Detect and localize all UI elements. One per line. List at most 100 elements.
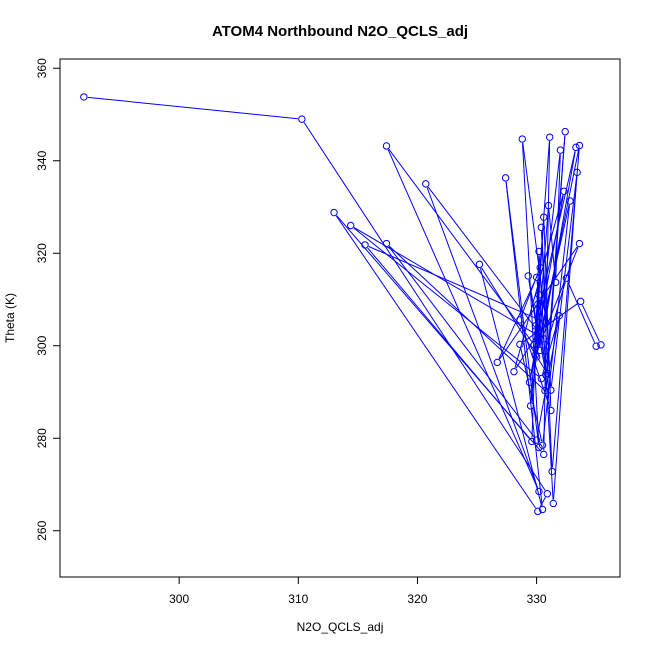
- data-point: [543, 369, 552, 378]
- series-line-segment: [367, 247, 530, 439]
- series-line-segment: [514, 194, 564, 368]
- series-line-segment: [353, 227, 541, 338]
- series-line-segment: [528, 279, 546, 372]
- data-point: [528, 437, 536, 446]
- data-point: [573, 168, 581, 177]
- data-point: [544, 201, 553, 210]
- series-lines: [87, 96, 600, 509]
- chart-title: ATOM4 Northbound N2O_QCLS_adj: [212, 23, 468, 40]
- y-tick-label: 280: [35, 428, 49, 448]
- series-line-segment: [520, 348, 543, 442]
- data-point: [510, 367, 518, 376]
- data-point: [534, 329, 542, 337]
- data-point: [566, 197, 574, 205]
- series-line-segment: [550, 176, 578, 387]
- data-point: [543, 490, 552, 498]
- series-line-segment: [426, 187, 539, 488]
- data-point: [547, 406, 555, 415]
- data-point: [330, 208, 338, 217]
- series-line-segment: [542, 204, 571, 442]
- series-line-segment: [553, 176, 578, 500]
- series-line-segment: [353, 227, 539, 377]
- data-point: [422, 180, 430, 188]
- series-line-segment: [368, 246, 543, 322]
- series-line-segment: [545, 281, 566, 348]
- data-point: [548, 467, 556, 476]
- y-tick-label: 300: [35, 335, 49, 355]
- data-point: [536, 263, 544, 272]
- x-tick-label: 330: [527, 592, 547, 606]
- data-point: [535, 291, 543, 299]
- data-point: [547, 386, 555, 394]
- data-point: [347, 221, 355, 230]
- series-line-segment: [303, 122, 546, 491]
- data-point: [592, 342, 600, 350]
- data-point: [540, 335, 548, 343]
- data-point: [538, 505, 547, 514]
- x-tick-label: 300: [169, 592, 189, 606]
- data-point: [537, 223, 546, 232]
- data-point: [493, 358, 501, 367]
- data-point: [518, 135, 526, 143]
- data-point: [542, 318, 550, 327]
- data-point: [538, 441, 547, 449]
- data-point: [551, 278, 560, 287]
- data-point: [526, 402, 535, 410]
- y-tick-label: 320: [35, 243, 49, 263]
- data-point: [531, 351, 540, 359]
- data-point: [549, 499, 557, 508]
- data-point: [536, 346, 544, 355]
- series-line-segment: [335, 215, 536, 509]
- data-point: [575, 141, 584, 150]
- y-axis-label: Theta (K): [3, 293, 17, 343]
- x-axis-label: N2O_QCLS_adj: [297, 620, 384, 634]
- data-point: [524, 272, 532, 280]
- data-point: [382, 239, 391, 248]
- data-point: [576, 297, 585, 306]
- data-point: [516, 340, 524, 349]
- data-point: [560, 187, 568, 195]
- series-line-segment: [388, 246, 535, 438]
- series-line-segment: [567, 281, 596, 343]
- data-point: [531, 322, 540, 330]
- series-line-segment: [539, 497, 546, 509]
- data-point: [530, 341, 538, 349]
- data-point: [535, 247, 543, 256]
- series-line-segment: [87, 96, 298, 120]
- y-tick-label: 260: [35, 520, 49, 540]
- series-line-segment: [548, 209, 556, 279]
- y-tick-label: 340: [35, 150, 49, 170]
- data-point: [535, 487, 543, 496]
- data-point: [556, 146, 565, 154]
- y-axis: 260 280 300 320 340 360: [35, 58, 61, 541]
- series-line-segment: [540, 151, 576, 347]
- data-point: [475, 260, 484, 269]
- data-point: [555, 311, 563, 320]
- data-point: [80, 93, 88, 101]
- data-point: [532, 273, 541, 281]
- data-point: [361, 241, 369, 249]
- series-line-segment: [505, 181, 543, 506]
- series-line-segment: [535, 151, 576, 323]
- data-point: [597, 341, 605, 349]
- data-point: [382, 142, 391, 150]
- series-line-segment: [537, 308, 547, 372]
- series-line-segment: [515, 335, 537, 369]
- data-point: [534, 507, 542, 516]
- data-point: [575, 239, 584, 248]
- data-point: [298, 115, 306, 123]
- x-tick-label: 310: [288, 592, 308, 606]
- data-point: [546, 133, 554, 141]
- series-line-segment: [522, 303, 578, 343]
- y-tick-label: 360: [35, 58, 49, 78]
- data-point: [525, 378, 534, 386]
- data-point: [562, 274, 571, 282]
- series-line-segment: [581, 304, 600, 342]
- series-line-segment: [520, 323, 551, 407]
- data-point: [516, 316, 524, 324]
- x-axis: 300 310 320 330: [169, 576, 547, 606]
- data-point: [532, 436, 541, 444]
- data-point: [572, 143, 580, 152]
- data-point: [540, 450, 548, 459]
